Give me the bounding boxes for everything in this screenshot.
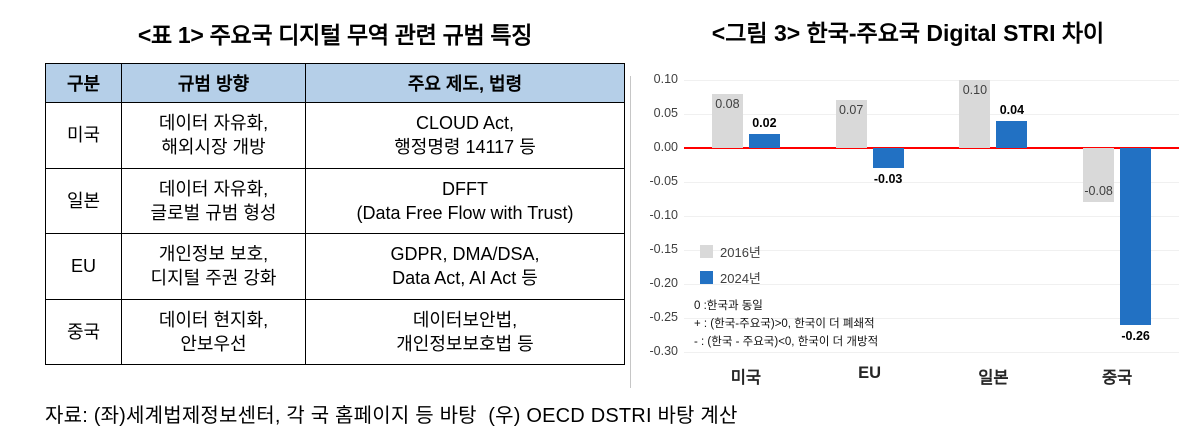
gridline — [684, 182, 1179, 183]
legend-item-2016: 2016년 — [700, 242, 761, 261]
table-row-usa: 미국 데이터 자유화, 해외시장 개방 CLOUD Act, 행정명령 1411… — [45, 102, 625, 169]
chart-note-equal: 0 :한국과 동일 — [694, 300, 763, 312]
y-tick-label: -0.20 — [649, 276, 679, 290]
norms-table: 구분 규범 방향 주요 제도, 법령 미국 데이터 자유화, 해외시장 개방 C… — [45, 63, 625, 366]
y-tick-label: -0.30 — [649, 344, 679, 358]
table-title: <표 1> 주요국 디지털 무역 관련 규범 특징 — [137, 22, 533, 48]
gridline — [684, 80, 1179, 81]
table-panel: <표 1> 주요국 디지털 무역 관련 규범 특징 구분 규범 방향 주요 제도… — [45, 16, 625, 366]
bar-chart: 0.10 0.05 0.00 -0.05 -0.10 -0.15 -0.20 -0.25 -0.… — [632, 70, 1184, 392]
cell-laws: DFFT (Data Free Flow with Trust) — [305, 167, 625, 235]
cell-country: EU — [45, 233, 122, 300]
chart-panel: <그림 3> 한국-주요국 Digital STRI 차이 0.10 0.05 0.… — [632, 14, 1184, 392]
cell-direction: 개인정보 보호, 디지털 주권 강화 — [121, 233, 306, 300]
cell-country: 일본 — [45, 167, 122, 235]
bar-2016년-일본 — [959, 80, 991, 148]
col-header-laws: 주요 제도, 법령 — [305, 63, 625, 103]
cell-country: 중국 — [45, 298, 122, 366]
bar-value-label: 0.10 — [962, 83, 988, 97]
chart-title: <그림 3> 한국-주요국 Digital STRI 차이 — [711, 20, 1105, 46]
table-row-china: 중국 데이터 현지화, 안보우선 데이터보안법, 개인정보보호법 등 — [45, 298, 625, 366]
x-axis-label: 중국 — [1101, 369, 1133, 387]
y-tick-label: 0.00 — [653, 140, 678, 154]
y-tick-label: -0.25 — [649, 310, 679, 324]
y-tick-label: -0.10 — [649, 208, 679, 222]
legend-label-2024: 2024년 — [720, 271, 761, 286]
cell-direction: 데이터 자유화, 해외시장 개방 — [121, 102, 306, 169]
bar-2024년-미국 — [748, 134, 780, 148]
table-header-row: 구분 규범 방향 주요 제도, 법령 — [45, 63, 625, 103]
cell-laws: 데이터보안법, 개인정보보호법 등 — [305, 298, 625, 366]
bar-2016년-EU — [835, 100, 867, 148]
chart-note-negative: - : (한국 - 주요국)<0, 한국이 더 개방적 — [694, 335, 879, 348]
legend-item-2024: 2024년 — [700, 268, 761, 287]
gridline — [684, 114, 1179, 115]
col-header-direction: 규범 방향 — [121, 63, 306, 103]
gridline — [684, 284, 1179, 285]
legend-label-2016: 2016년 — [720, 245, 761, 260]
legend-swatch-2016 — [700, 245, 713, 258]
col-header-category: 구분 — [45, 63, 122, 103]
bar-value-label: 0.08 — [715, 96, 740, 111]
y-tick-label: 0.10 — [653, 72, 678, 86]
panel-divider — [630, 76, 631, 388]
gridline — [684, 216, 1179, 217]
bar-2016년-미국 — [711, 93, 743, 148]
bar-value-label: -0.26 — [1121, 328, 1150, 343]
table-row-japan: 일본 데이터 자유화, 글로벌 규범 형성 DFFT (Data Free Fl… — [45, 167, 625, 235]
bar-value-label: -0.08 — [1084, 184, 1113, 199]
cell-country: 미국 — [45, 102, 122, 169]
bar-value-label: 0.07 — [838, 103, 864, 118]
table-row-eu: EU 개인정보 보호, 디지털 주권 강화 GDPR, DMA/DSA, Dat… — [45, 233, 625, 300]
table-body: 미국 데이터 자유화, 해외시장 개방 CLOUD Act, 행정명령 1411… — [45, 102, 625, 366]
bar-2024년-EU — [872, 148, 904, 169]
cell-laws: CLOUD Act, 행정명령 14117 등 — [305, 102, 625, 169]
bar-2024년-중국 — [1120, 148, 1152, 325]
gridline — [684, 318, 1179, 319]
plot-area: 0.10 0.05 0.00 -0.05 -0.10 -0.15 -0.20 -0.25 -0.… — [650, 72, 1179, 387]
cell-laws: GDPR, DMA/DSA, Data Act, AI Act 등 — [305, 233, 625, 300]
legend-swatch-2024 — [700, 271, 713, 284]
bar-2016년-중국 — [1083, 148, 1115, 203]
gridline — [684, 250, 1179, 251]
zero-line — [684, 147, 1179, 149]
bar-value-label: 0.02 — [752, 116, 777, 131]
gridline — [684, 352, 1179, 353]
chart-notes: 0 :한국과 동일 + : (한국-주요국)>0, 한국이 더 폐쇄적 - : … — [694, 298, 878, 351]
chart-note-positive: + : (한국-주요국)>0, 한국이 더 폐쇄적 — [694, 317, 875, 330]
y-tick-label: -0.15 — [649, 242, 679, 256]
legend: 2016년 2024년 — [700, 242, 761, 294]
cell-direction: 데이터 자유화, 글로벌 규범 형성 — [121, 167, 306, 235]
bar-value-label: -0.03 — [873, 172, 903, 187]
x-axis-label: EU — [858, 364, 882, 382]
cell-direction: 데이터 현지화, 안보우선 — [121, 298, 306, 366]
source-caption: 자료: (좌)세계법제정보센터, 각 국 홈페이지 등 바탕 (우) OECD … — [45, 405, 738, 427]
bar-value-label: 0.04 — [999, 102, 1025, 117]
bar-2024년-일본 — [996, 120, 1028, 148]
x-axis-label: 미국 — [730, 369, 762, 387]
y-tick-label: 0.05 — [653, 106, 678, 120]
y-tick-label: -0.05 — [649, 174, 679, 188]
x-axis-label: 일본 — [978, 369, 1009, 387]
